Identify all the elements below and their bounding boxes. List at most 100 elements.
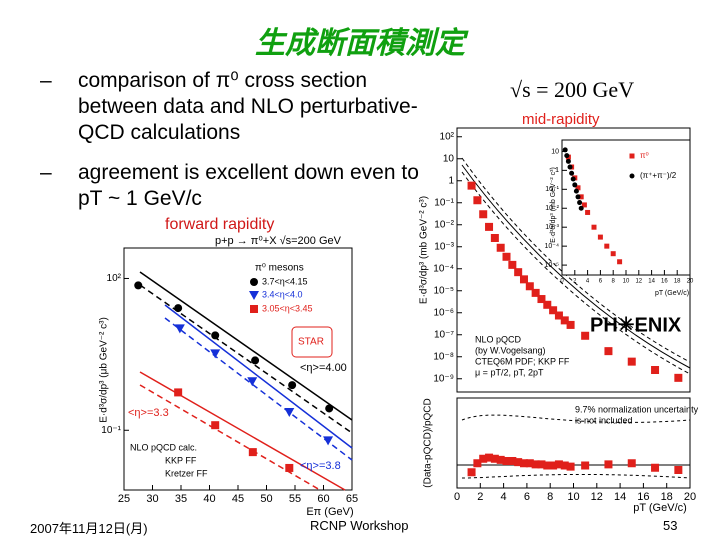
x-tick-label: 14 xyxy=(648,279,655,285)
x-tick-label: 18 xyxy=(674,279,681,285)
annotation: is not included xyxy=(575,415,633,425)
point xyxy=(467,181,476,190)
y-tick-label: 10⁻⁷ xyxy=(434,329,454,340)
legend-marker xyxy=(629,173,635,179)
point xyxy=(508,457,517,465)
theory-line xyxy=(139,271,353,421)
point xyxy=(577,200,583,206)
point xyxy=(531,460,540,469)
y-tick-label: 10⁻⁴ xyxy=(545,243,560,250)
point xyxy=(211,421,220,430)
point xyxy=(581,202,587,208)
point xyxy=(597,234,603,240)
y-axis-label: (Data-pQCD)/pQCD xyxy=(423,398,434,487)
point xyxy=(566,462,575,471)
x-tick-label: 10 xyxy=(623,279,630,285)
point xyxy=(479,210,488,219)
annotation: NLO pQCD xyxy=(475,334,522,344)
x-tick-label: 25 xyxy=(118,493,130,505)
y-tick-label: 10⁻⁴ xyxy=(433,263,454,274)
y-tick-label: 10⁻⁹ xyxy=(433,373,454,384)
point xyxy=(627,357,636,366)
chart-subtitle: mid-rapidity xyxy=(522,111,600,128)
y-tick-label: 10² xyxy=(107,273,122,284)
x-tick-label: 20 xyxy=(684,491,696,503)
annotation: <η>=3.3 xyxy=(128,407,169,419)
x-tick-label: 45 xyxy=(232,493,244,505)
x-tick-label: 4 xyxy=(501,491,507,503)
point xyxy=(485,222,494,231)
y-tick-label: 10⁻⁵ xyxy=(433,285,454,296)
theory-line xyxy=(139,384,321,491)
x-axis-label: pT (GeV/c) xyxy=(633,502,687,514)
x-tick-label: 16 xyxy=(637,491,649,503)
y-tick-label: 10⁻⁶ xyxy=(433,307,454,318)
point xyxy=(174,388,183,397)
y-tick-label: 1 xyxy=(555,167,559,174)
point xyxy=(174,304,183,313)
point xyxy=(519,459,528,468)
x-tick-label: 16 xyxy=(661,279,668,285)
y-tick-label: 10⁻² xyxy=(434,219,454,230)
point xyxy=(525,459,534,468)
point xyxy=(564,153,570,159)
point xyxy=(284,407,295,417)
point xyxy=(627,459,636,468)
point xyxy=(531,288,540,297)
legend-marker xyxy=(250,305,258,313)
y-axis-label: E·d³σ/dp³ (mb GeV⁻² c³) xyxy=(419,196,430,304)
point xyxy=(473,196,482,205)
legend-marker xyxy=(249,291,259,300)
band xyxy=(461,473,691,479)
point xyxy=(604,460,613,469)
point xyxy=(575,194,581,200)
point xyxy=(560,461,569,470)
legend-marker xyxy=(629,153,635,159)
point xyxy=(674,373,683,382)
x-tick-label: 60 xyxy=(317,493,329,505)
legend-title: π⁰ mesons xyxy=(255,263,304,274)
point xyxy=(651,366,660,374)
point xyxy=(604,243,610,249)
theory-line xyxy=(164,317,353,461)
y-tick-label: 10⁻⁸ xyxy=(433,351,454,362)
point xyxy=(591,224,597,230)
point xyxy=(566,320,575,329)
y-tick-label: 10 xyxy=(551,148,559,155)
point xyxy=(581,331,590,340)
x-tick-label: 35 xyxy=(175,493,187,505)
point xyxy=(565,158,571,164)
legend-label: 3.4<η<4.0 xyxy=(262,289,303,299)
x-tick-label: 0 xyxy=(454,491,460,503)
point xyxy=(502,252,511,261)
point xyxy=(485,453,494,462)
legend-label: 3.7<η<4.15 xyxy=(262,276,308,286)
annotation: PH✳ENIX xyxy=(590,314,682,336)
point xyxy=(543,300,552,309)
x-tick-label: 50 xyxy=(260,493,272,505)
point xyxy=(610,251,616,257)
annotation: (by W.Vogelsang) xyxy=(475,345,546,355)
section-label: forward rapidity xyxy=(165,216,275,233)
point xyxy=(560,316,569,325)
point xyxy=(554,460,563,469)
x-tick-label: 14 xyxy=(614,491,626,503)
theory-line xyxy=(139,284,353,434)
y-axis-label: E·d³σ/dp³ (mb GeV⁻² c³) xyxy=(550,167,557,243)
point xyxy=(537,295,546,304)
point xyxy=(569,170,575,176)
point xyxy=(174,324,185,334)
star-logo xyxy=(291,326,333,358)
x-tick-label: 6 xyxy=(524,491,530,503)
y-tick-label: 10⁻¹ xyxy=(545,186,559,193)
x-tick-label: 55 xyxy=(289,493,301,505)
annotation: CTEQ6M PDF; KKP FF xyxy=(475,356,570,366)
point xyxy=(543,461,552,470)
point xyxy=(604,347,613,356)
y-tick-label: 10⁻¹ xyxy=(101,425,121,436)
point xyxy=(496,243,505,252)
x-tick-label: 0 xyxy=(560,279,564,285)
point xyxy=(562,147,568,153)
